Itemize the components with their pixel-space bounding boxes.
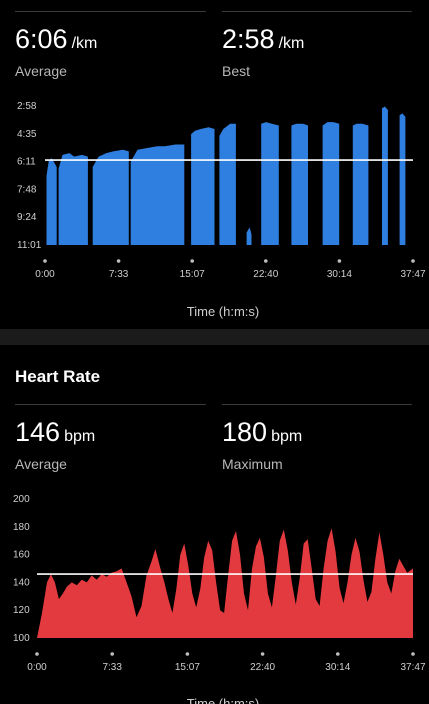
pace-chart: 2:58 4:35 6:11 7:48 9:24 11:01 0:00 7:33 15:07 22… bbox=[17, 101, 426, 319]
hr-stat-divider-left bbox=[15, 404, 206, 405]
pace-x-tick-label: 15:07 bbox=[180, 269, 205, 280]
best-pace-stat: 2:58/km Best bbox=[222, 24, 304, 79]
pace-area bbox=[246, 227, 252, 245]
hr-x-tick-label: 37:47 bbox=[400, 662, 425, 673]
hr-y-tick-label: 200 bbox=[13, 494, 30, 505]
pace-x-tick-label: 30:14 bbox=[327, 269, 352, 280]
hr-stat-divider-right bbox=[222, 404, 412, 405]
pace-x-tick-dot bbox=[411, 259, 415, 263]
pace-card: 6:06/km Average 2:58/km Best 2:58 4:35 6:1… bbox=[0, 0, 429, 329]
hr-x-tick-label: 22:40 bbox=[250, 662, 275, 673]
hr-y-tick-label: 100 bbox=[13, 633, 30, 644]
hr-x-tick-dot bbox=[411, 652, 415, 656]
hr-area bbox=[37, 528, 413, 638]
maximum-hr-unit: bpm bbox=[271, 428, 303, 445]
heart-rate-chart: 200 180 160 140 120 100 0:00 7:33 15:07 22:40 30:1… bbox=[13, 494, 426, 704]
pace-area bbox=[191, 127, 215, 245]
pace-x-tick-label: 7:33 bbox=[109, 269, 129, 280]
best-pace-value: 2:58 bbox=[222, 24, 275, 54]
pace-area bbox=[382, 106, 388, 245]
best-pace-label: Best bbox=[222, 63, 251, 79]
hr-x-tick-label: 30:14 bbox=[325, 662, 350, 673]
stat-divider-left bbox=[15, 11, 206, 12]
pace-y-tick-label: 6:11 bbox=[17, 157, 36, 168]
hr-x-tick-label: 7:33 bbox=[102, 662, 122, 673]
average-pace-unit: /km bbox=[71, 35, 98, 52]
maximum-hr-stat: 180 bpm Maximum bbox=[222, 417, 302, 472]
pace-x-tick-dot bbox=[337, 259, 342, 263]
heart-rate-card: Heart Rate 146 bpm Average 180 bpm Maximum… bbox=[0, 345, 429, 704]
pace-area bbox=[322, 122, 340, 245]
pace-area bbox=[291, 123, 308, 245]
average-hr-stat: 146 bpm Average bbox=[15, 417, 95, 472]
average-hr-unit: bpm bbox=[64, 428, 96, 445]
average-pace-value: 6:06 bbox=[15, 24, 68, 54]
heart-rate-title: Heart Rate bbox=[15, 367, 101, 386]
section-divider bbox=[0, 329, 429, 345]
hr-y-tick-label: 180 bbox=[13, 522, 30, 533]
pace-area bbox=[219, 123, 236, 245]
average-pace-stat: 6:06/km Average bbox=[15, 24, 97, 79]
average-hr-value: 146 bbox=[15, 417, 61, 447]
pace-y-tick-label: 2:58 bbox=[17, 101, 37, 112]
hr-x-tick-dot bbox=[260, 652, 265, 656]
average-pace-label: Average bbox=[15, 63, 67, 79]
pace-area bbox=[130, 144, 185, 245]
pace-y-tick-label: 7:48 bbox=[17, 184, 37, 195]
hr-y-tick-label: 160 bbox=[13, 550, 30, 561]
hr-x-tick-dot bbox=[110, 652, 114, 656]
hr-x-tick-dot bbox=[336, 652, 340, 656]
hr-y-tick-label: 120 bbox=[13, 605, 30, 616]
pace-x-tick-dot bbox=[43, 259, 47, 263]
best-pace-unit: /km bbox=[278, 35, 305, 52]
pace-x-tick-label: 37:47 bbox=[400, 269, 425, 280]
hr-x-tick-dot bbox=[35, 652, 39, 656]
pace-area bbox=[58, 153, 88, 245]
hr-x-tick-label: 15:07 bbox=[175, 662, 200, 673]
pace-area bbox=[352, 123, 369, 245]
maximum-hr-value: 180 bbox=[222, 417, 268, 447]
pace-x-tick-dot bbox=[190, 259, 194, 263]
maximum-hr-label: Maximum bbox=[222, 456, 283, 472]
pace-area bbox=[261, 122, 279, 245]
pace-x-axis-title: Time (h:m:s) bbox=[187, 304, 259, 319]
pace-area bbox=[92, 149, 129, 245]
pace-x-tick-dot bbox=[264, 259, 268, 263]
pace-area bbox=[46, 158, 57, 245]
pace-x-tick-label: 22:40 bbox=[253, 269, 278, 280]
pace-x-tick-label: 0:00 bbox=[35, 269, 55, 280]
hr-y-tick-label: 140 bbox=[13, 577, 30, 588]
pace-y-tick-label: 11:01 bbox=[17, 240, 42, 251]
hr-x-tick-label: 0:00 bbox=[27, 662, 47, 673]
pace-area bbox=[399, 113, 406, 246]
stat-divider-right bbox=[222, 11, 412, 12]
pace-y-tick-label: 9:24 bbox=[17, 212, 37, 223]
hr-x-axis-title: Time (h:m:s) bbox=[187, 696, 259, 704]
average-hr-label: Average bbox=[15, 456, 67, 472]
pace-y-tick-label: 4:35 bbox=[17, 129, 37, 140]
pace-x-tick-dot bbox=[116, 259, 121, 263]
hr-x-tick-dot bbox=[185, 652, 190, 656]
